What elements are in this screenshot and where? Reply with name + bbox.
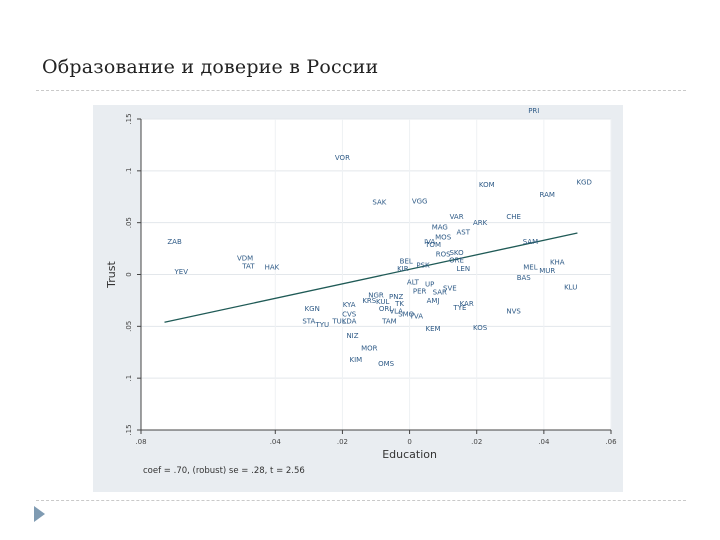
data-point-oms: OMS: [378, 360, 395, 368]
data-point-len: LEN: [457, 265, 471, 273]
x-tick-label: .08: [135, 438, 146, 446]
data-point-sak: SAK: [372, 198, 386, 206]
data-point-sar: SAR: [433, 289, 447, 297]
data-point-sko: SKO: [449, 249, 464, 257]
data-point-kir: KIR: [397, 265, 409, 273]
data-point-ark: ARK: [473, 219, 488, 227]
y-tick-label: .05: [125, 321, 133, 332]
axes: [137, 118, 612, 434]
data-point-yev: YEV: [174, 268, 189, 276]
y-tick-label: .05: [125, 217, 133, 228]
data-point-vor: VOR: [335, 154, 350, 162]
data-point-sve: SVE: [443, 284, 457, 292]
data-point-per: PER: [413, 288, 427, 296]
data-point-nvs: NVS: [506, 307, 521, 315]
data-point-tom: TOM: [424, 241, 441, 249]
data-point-mel: MEL: [523, 264, 537, 272]
data-point-ros: ROS: [436, 250, 451, 258]
slide-title: Образование и доверие в России: [42, 56, 379, 78]
data-point-kgd: KGD: [576, 179, 591, 187]
data-point-up: UP: [425, 280, 434, 288]
data-point-kha: KHA: [550, 259, 565, 267]
data-point-vgg: VGG: [412, 197, 428, 205]
data-point-amj: AMJ: [427, 297, 440, 305]
data-point-mos: MOS: [435, 234, 452, 242]
data-point-kim: KIM: [350, 356, 363, 364]
x-tick-label: .06: [605, 438, 617, 446]
data-point-kos: KOS: [473, 324, 488, 332]
y-tick-label: 0: [125, 272, 133, 276]
data-point-hak: HAK: [265, 264, 280, 272]
data-point-ngr: NGR: [368, 292, 384, 300]
data-point-tam: TAM: [381, 318, 397, 326]
x-tick-label: 0: [407, 438, 411, 446]
data-point-alt: ALT: [407, 278, 420, 286]
data-point-kul: KUL: [376, 298, 390, 306]
data-point-vla: VLA: [389, 307, 403, 315]
data-point-kda: KDA: [342, 318, 357, 326]
data-point-tul: TUL: [331, 318, 345, 326]
data-point-niz: NIZ: [346, 332, 358, 340]
y-tick-label: .15: [125, 424, 133, 435]
x-tick-label: .02: [471, 438, 482, 446]
bottom-divider: [36, 500, 686, 501]
data-point-smo: SMO: [398, 310, 414, 318]
x-axis-label: Education: [382, 448, 437, 461]
y-tick-label: .1: [125, 167, 133, 174]
y-tick-label: .15: [125, 113, 133, 124]
x-tick-label: .04: [270, 438, 282, 446]
data-point-ast: AST: [457, 228, 471, 236]
data-point-iva: IVA: [424, 238, 435, 246]
data-point-bel: BEL: [400, 258, 413, 266]
tick-labels: .15.1.050.05.1.15.08.04.02 0.02.04.06: [125, 113, 617, 446]
data-point-sam: SAM: [523, 238, 538, 246]
x-tick-label: .02: [337, 438, 348, 446]
data-point-ore: ORE: [449, 256, 464, 264]
data-point-pnz: PNZ: [389, 293, 403, 301]
data-point-che: CHE: [506, 213, 521, 221]
data-point-krs: KRS: [362, 297, 376, 305]
data-point-kar: KAR: [460, 300, 474, 308]
bullet-arrow-icon: [34, 506, 45, 522]
fit-line: [164, 232, 578, 323]
data-point-cvs: CVS: [342, 310, 357, 318]
data-point-klu: KLU: [564, 283, 577, 291]
data-point-ram: RAM: [540, 191, 555, 199]
data-point-zab: ZAB: [167, 238, 182, 246]
x-tick-label: .04: [538, 438, 550, 446]
data-point-kya: KYA: [343, 301, 356, 309]
data-point-kem: KEM: [426, 325, 441, 333]
data-point-tat: TAT: [241, 263, 255, 271]
data-point-mag: MAG: [432, 223, 448, 231]
y-tick-label: .1: [125, 375, 133, 382]
scatter-chart-svg: .15.1.050.05.1.15.08.04.02 0.02.04.06 PRI…: [93, 105, 623, 492]
data-points: PRI VOR KGD KOM RAM SAK VGG VAR CHE ARK MAG AST MOSI…: [167, 107, 591, 368]
data-point-tk: TK: [394, 300, 404, 308]
data-point-mor: MOR: [361, 345, 378, 353]
data-point-tye: TYE: [452, 304, 466, 312]
data-point-kom: KOM: [479, 181, 495, 189]
data-point-bas: BAS: [517, 274, 532, 282]
data-point-kgn: KGN: [305, 305, 320, 313]
data-point-psk: PSK: [416, 262, 430, 270]
y-axis-label: Trust: [105, 260, 118, 288]
data-point-tva: TVA: [409, 312, 424, 320]
scatter-chart: .15.1.05 0.05.1.15.08.04.02 0.02.04.06 PRI…: [93, 105, 623, 492]
chart-footnote: coef = .70, (robust) se = .28, t = 2.56: [143, 466, 305, 476]
data-point-pri: PRI: [528, 107, 539, 115]
data-point-orl: ORL: [379, 305, 393, 313]
title-divider: [36, 90, 686, 91]
data-point-vdm: VDM: [237, 254, 253, 262]
data-point-mur: MUR: [539, 267, 555, 275]
data-point-var: VAR: [450, 213, 464, 221]
data-point-tyu: TYU: [314, 321, 329, 329]
data-point-sta: STA: [302, 318, 315, 326]
